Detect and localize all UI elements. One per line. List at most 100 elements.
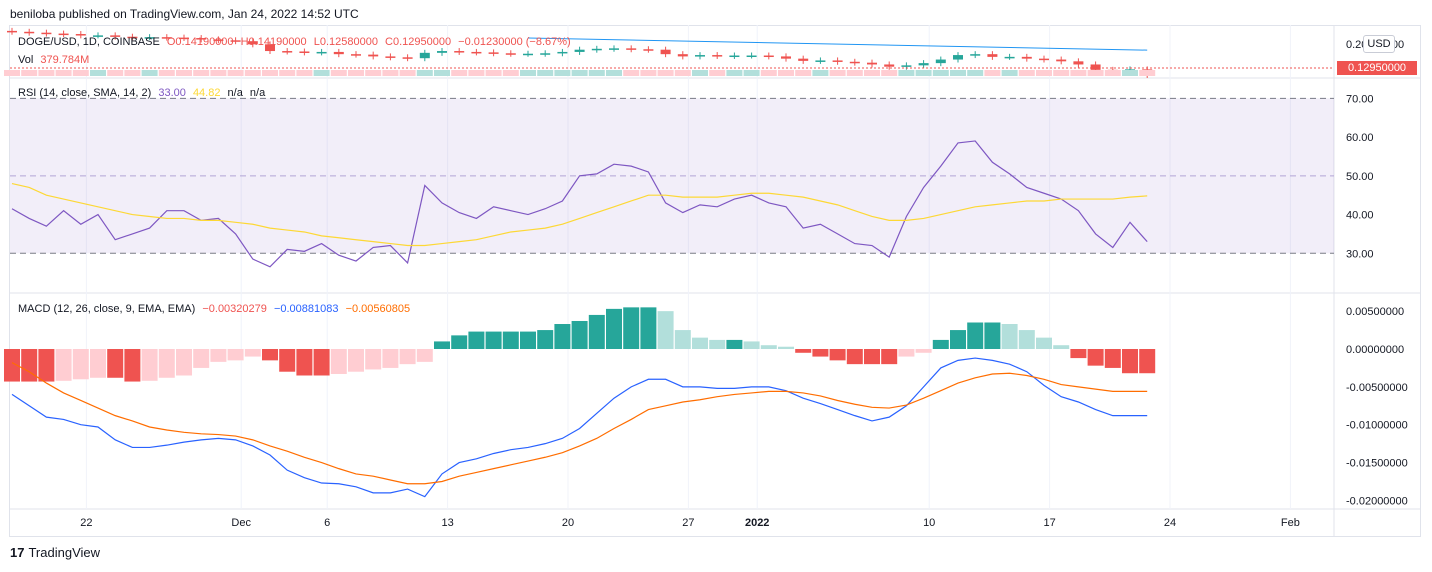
macd-y-tick: -0.00500000 — [1346, 382, 1408, 394]
volume-bar — [1018, 70, 1035, 76]
volume-bar — [1070, 70, 1087, 76]
candle-body — [488, 52, 499, 54]
macd-histogram-bar — [313, 349, 330, 376]
volume-bar — [864, 70, 880, 76]
volume-bar — [881, 70, 898, 76]
candle-body — [1090, 64, 1101, 70]
x-tick-label: 6 — [324, 517, 330, 529]
macd-histogram-bar — [554, 324, 571, 349]
volume-bar — [279, 70, 296, 76]
vol-value: 379.784M — [40, 54, 89, 66]
rsi-y-tick: 70.00 — [1346, 93, 1374, 105]
rsi-legend-label: RSI (14, close, SMA, 14, 2) — [18, 87, 151, 99]
volume-bar — [640, 70, 657, 76]
candle-body — [282, 51, 293, 53]
candle-body — [1039, 58, 1049, 61]
footer-brand[interactable]: 17 TradingView — [10, 545, 100, 560]
volume-bar — [709, 70, 726, 76]
trend-line — [527, 37, 1148, 51]
volume-bar — [451, 70, 468, 76]
volume-bar — [829, 70, 846, 76]
volume-bar — [330, 70, 347, 76]
x-tick-label: 2022 — [745, 517, 769, 529]
macd-legend-label: MACD (12, 26, close, 9, EMA, EMA) — [18, 303, 195, 315]
candle-body — [918, 63, 929, 66]
macd-histogram-bar — [743, 341, 760, 349]
volume-bar — [296, 70, 313, 76]
volume-bar — [726, 70, 743, 76]
candle-body — [832, 60, 843, 62]
macd-histogram-bar — [107, 349, 124, 378]
macd-line — [11, 357, 1148, 498]
tradingview-logo-icon: 17 — [10, 545, 25, 560]
volume-bar — [657, 70, 674, 76]
vertical-gridlines — [85, 25, 1291, 509]
candle-body — [867, 62, 877, 65]
macd-legend-hist: −0.00320279 — [202, 303, 267, 315]
candle-body — [1021, 56, 1032, 59]
volume-bar — [623, 70, 640, 76]
macd-y-tick: 0.00000000 — [1346, 344, 1404, 356]
candle-body — [196, 38, 207, 40]
candle-body — [677, 54, 688, 57]
macd-y-tick: -0.01000000 — [1346, 420, 1408, 432]
volume-bar — [21, 70, 38, 76]
candle-body — [574, 49, 585, 52]
candle-body — [746, 55, 757, 58]
candle-body — [643, 49, 654, 51]
volume-bar — [55, 70, 72, 76]
volume-bar — [176, 70, 192, 76]
macd-histogram-bar — [1104, 349, 1121, 368]
macd-y-tick: 0.00500000 — [1346, 306, 1404, 318]
volume-bar — [434, 70, 450, 76]
macd-histogram-bar — [141, 349, 158, 381]
volume-bar — [348, 70, 364, 76]
candle-body — [1056, 59, 1067, 62]
rsi-y-tick: 40.00 — [1346, 210, 1374, 222]
volume-bar — [4, 70, 20, 76]
candle-body — [935, 59, 946, 64]
macd-histogram-bar — [1018, 330, 1035, 349]
volume-bar — [502, 70, 519, 76]
chart-frame — [9, 25, 1421, 537]
candle-body — [368, 54, 379, 57]
volume-bar — [554, 70, 571, 76]
candle-body — [454, 51, 465, 53]
volume-bar — [1001, 70, 1018, 76]
macd-histogram-bar — [451, 335, 468, 349]
rsi-y-tick: 50.00 — [1346, 171, 1374, 183]
candle-body — [75, 34, 86, 36]
candle-body — [884, 64, 895, 67]
rsi-legend-sma: 44.82 — [193, 87, 221, 99]
candle-body — [781, 56, 791, 59]
candle-body — [24, 31, 35, 34]
volume-bar — [778, 70, 794, 76]
macd-histogram-bar — [726, 339, 743, 349]
last-price-tag: 0.12950000 — [1337, 61, 1417, 75]
macd-histogram-bar — [262, 349, 278, 361]
volume-bar — [38, 70, 55, 76]
volume-bar — [107, 70, 124, 76]
candle-body — [110, 35, 121, 37]
candle-body — [901, 65, 912, 67]
macd-histogram-bar — [881, 349, 898, 365]
candle-body — [7, 30, 17, 33]
macd-histogram-bar — [21, 349, 38, 382]
x-tick-label: 20 — [562, 517, 574, 529]
candle-body — [144, 37, 155, 39]
candle-body — [93, 35, 103, 37]
macd-histogram-bar — [227, 349, 244, 361]
x-tick-label: 22 — [80, 517, 92, 529]
macd-histogram-bar — [210, 349, 227, 362]
main-legend-change: −0.01230000 (−8.67%) — [458, 36, 571, 48]
macd-histogram-bar — [778, 346, 794, 349]
volume-bar — [399, 70, 416, 76]
volume-bar — [1053, 70, 1070, 76]
currency-button[interactable]: USD — [1363, 35, 1395, 53]
candle-body — [626, 48, 637, 50]
macd-histogram-bar — [124, 349, 141, 382]
volume-bar — [915, 70, 932, 76]
volume-bar — [227, 70, 244, 76]
volume-bar — [606, 70, 622, 76]
